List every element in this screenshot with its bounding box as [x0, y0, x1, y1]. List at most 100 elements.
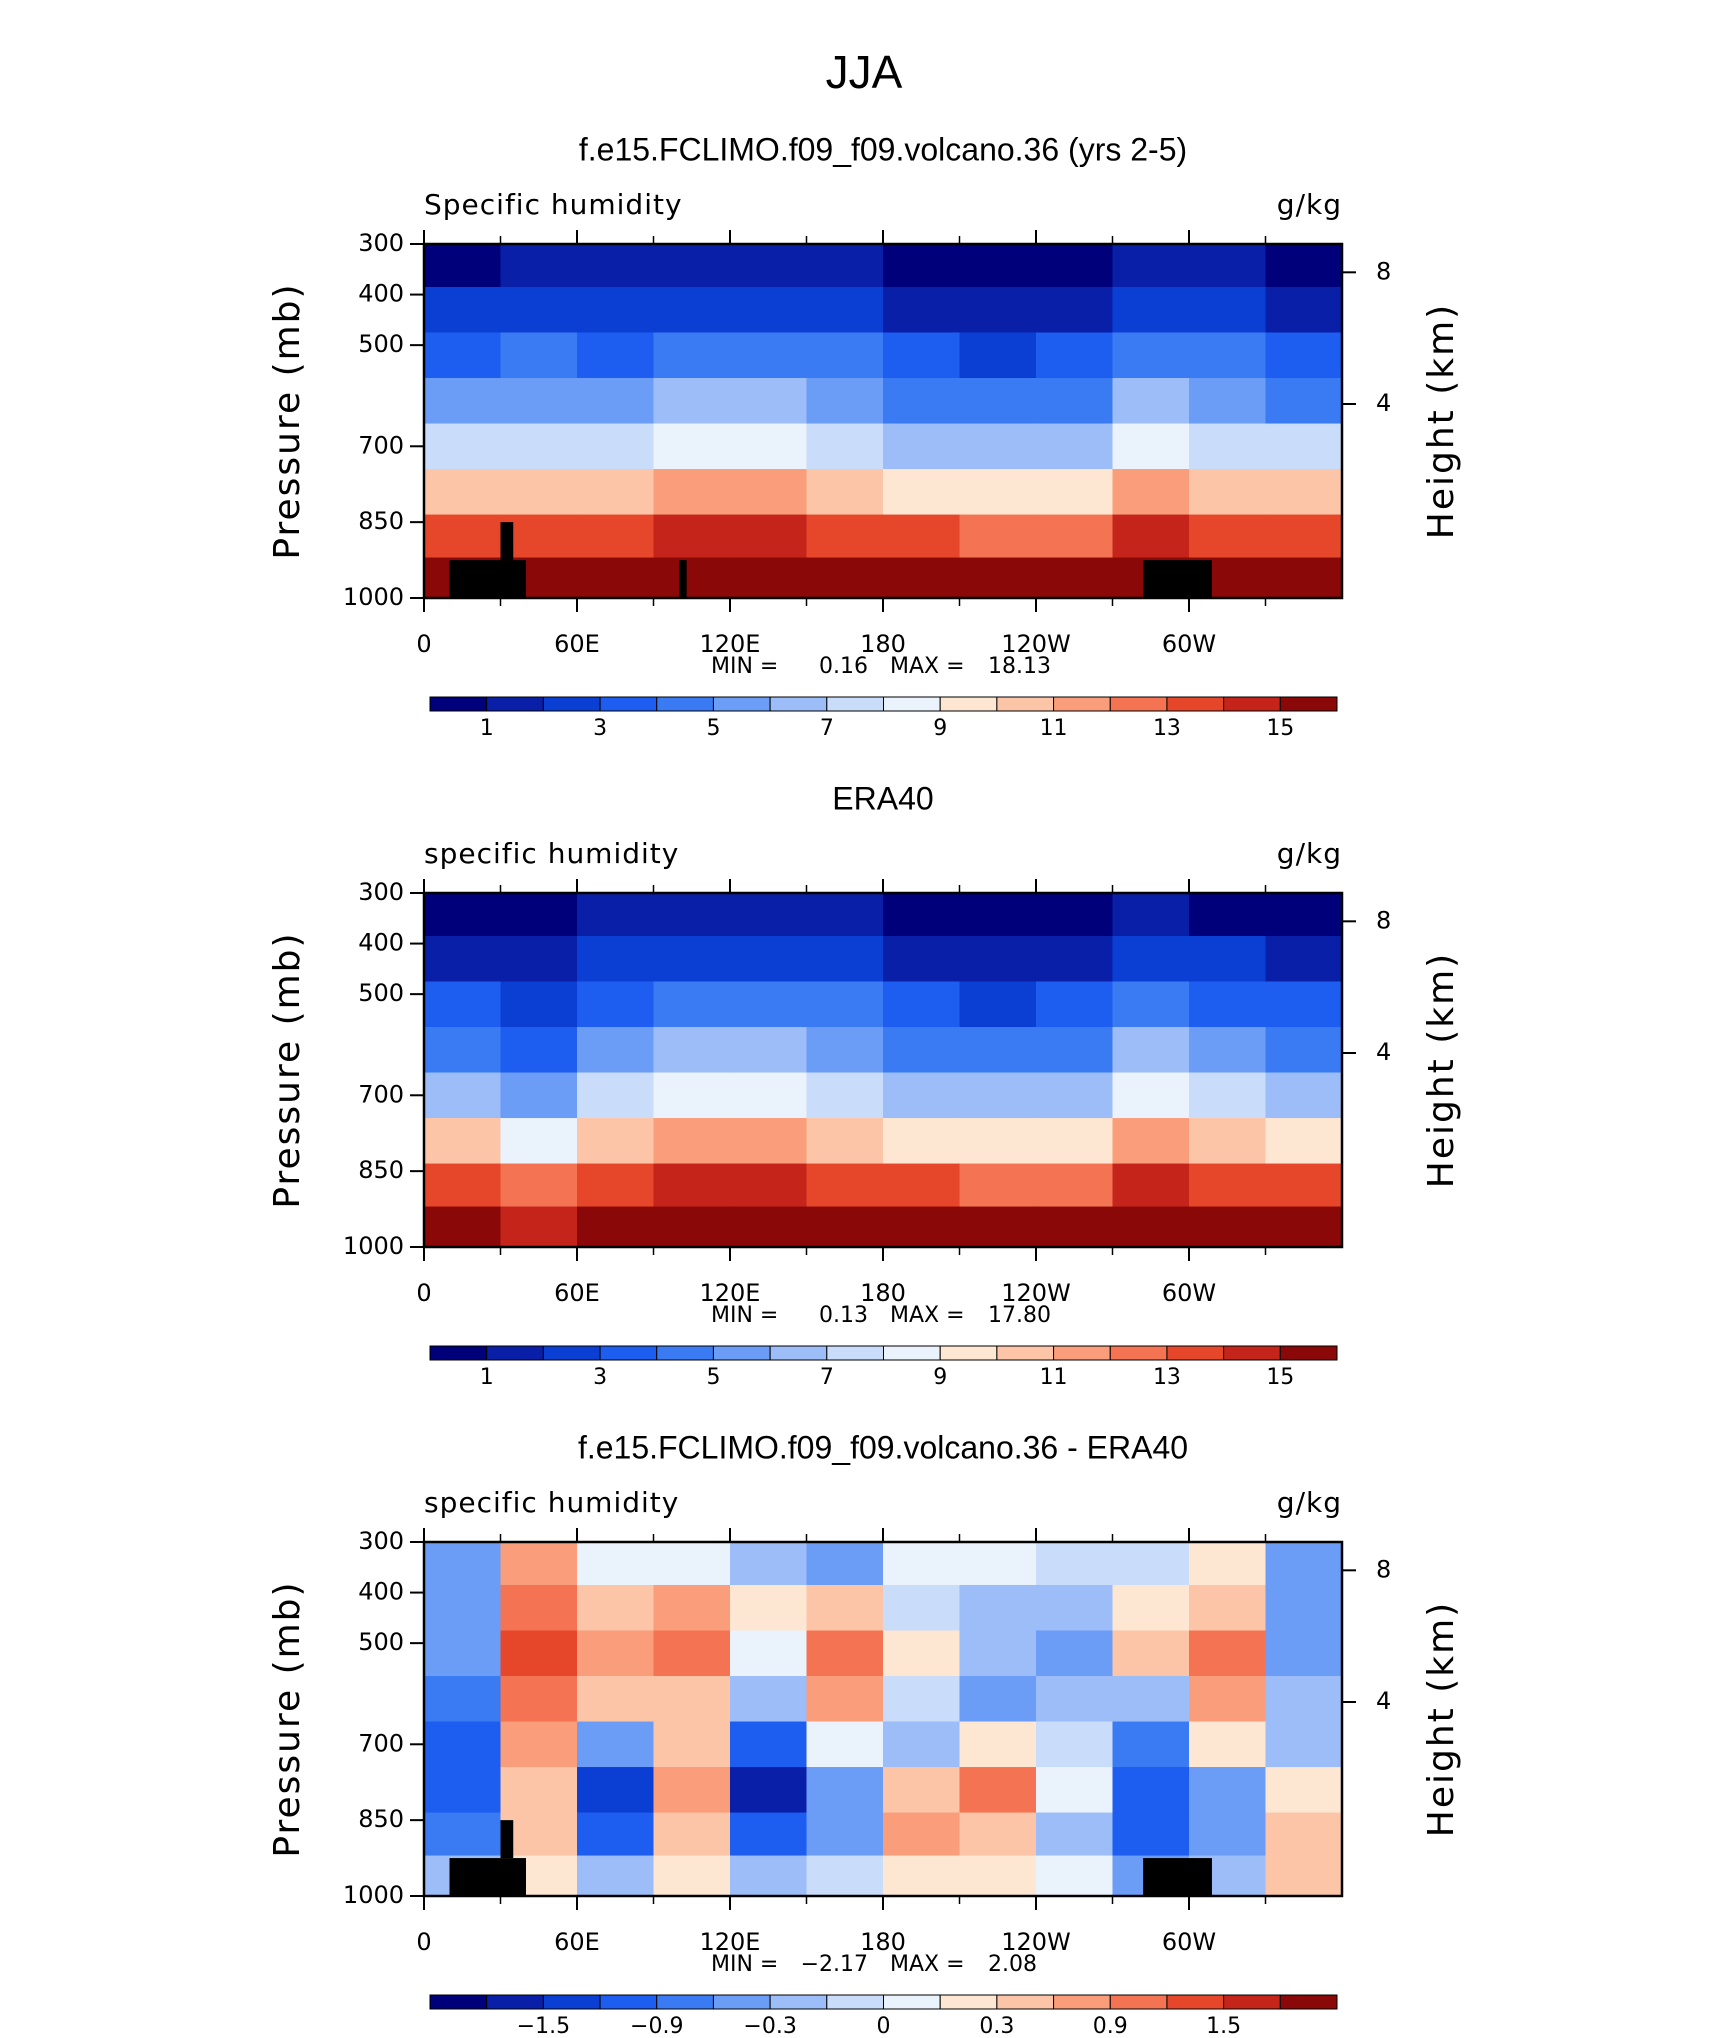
colorbar-tick-label: 11	[1040, 716, 1068, 741]
field-cell	[577, 1206, 655, 1248]
x-tick-label: 180	[860, 1279, 906, 1307]
colorbar-tick-label: 15	[1266, 1365, 1294, 1390]
field-cell	[424, 1630, 502, 1677]
colorbar-box	[712, 1994, 771, 2010]
field-cell	[1189, 1163, 1267, 1208]
field-cell	[500, 1163, 578, 1208]
field-cell	[730, 557, 808, 599]
field-cell	[1036, 378, 1114, 425]
field-cell	[1112, 1630, 1190, 1677]
field-cell	[1036, 1206, 1114, 1248]
field-cell	[1112, 1072, 1190, 1119]
field-cell	[730, 1855, 808, 1897]
field-cell	[806, 332, 884, 379]
panel-title: f.e15.FCLIMO.f09_f09.volcano.36 - ERA40	[578, 1429, 1188, 1465]
colorbar-tick-label: 7	[820, 1365, 834, 1390]
colorbar-tick-label: 5	[706, 716, 720, 741]
field-cell	[806, 1812, 884, 1857]
field-cell	[1112, 893, 1190, 937]
field-cell	[883, 378, 961, 425]
y2-tick-label: 8	[1376, 906, 1391, 934]
figure-title: JJA	[826, 46, 903, 98]
max-label: MAX =	[890, 654, 965, 679]
field-cell	[577, 469, 655, 516]
field-cell	[424, 514, 502, 559]
field-cell	[500, 1676, 578, 1723]
field-cell	[653, 1027, 731, 1074]
field-cell	[500, 1584, 578, 1632]
field-cell	[806, 1584, 884, 1632]
field-cell	[424, 332, 502, 379]
field-cell	[959, 1630, 1037, 1677]
field-cell	[1112, 469, 1190, 516]
field-cell	[1036, 1855, 1114, 1897]
field-cell	[500, 514, 578, 559]
x-tick-label: 120E	[700, 1928, 761, 1956]
y2-axis-title: Height (km)	[1421, 1601, 1462, 1837]
colorbar-tick-label: −1.5	[517, 2014, 570, 2038]
colorbar-box	[1109, 1345, 1168, 1361]
field-cell	[730, 893, 808, 937]
field-cell	[1265, 1767, 1343, 1814]
field-cell	[883, 423, 961, 470]
colorbar-box	[1279, 696, 1338, 712]
y-axis-title: Pressure (mb)	[267, 931, 308, 1208]
field-cell	[730, 1206, 808, 1248]
field-cell	[730, 332, 808, 379]
field-cell	[424, 1812, 502, 1857]
colorbar-box	[542, 1994, 601, 2010]
colorbar-box	[1053, 1345, 1111, 1361]
panel: f.e15.FCLIMO.f09_f09.volcano.36 - ERA40 s…	[267, 1429, 1462, 2038]
field-cell	[959, 1072, 1037, 1119]
field-cell	[500, 1630, 578, 1677]
field-cell	[1265, 332, 1343, 379]
field-cell	[1189, 1027, 1267, 1074]
y2-tick-label: 8	[1376, 257, 1391, 285]
colorbar-box	[883, 1994, 941, 2010]
field-cell	[1112, 1676, 1190, 1723]
field-cell	[1189, 1118, 1267, 1165]
colorbar-box	[826, 1994, 884, 2010]
field-cell	[1265, 1206, 1343, 1248]
field-cell	[424, 1584, 502, 1632]
field-cell	[1265, 244, 1343, 288]
x-tick-label: 0	[416, 1928, 431, 1956]
field-cell	[959, 514, 1037, 559]
y-axis-title: Pressure (mb)	[267, 282, 308, 559]
x-tick-label: 0	[416, 1279, 431, 1307]
field-cell	[1036, 1721, 1114, 1768]
field-cell	[806, 1767, 884, 1814]
field-cell	[653, 514, 731, 559]
field-cell	[424, 469, 502, 516]
colorbar-tick-label: 0	[877, 2014, 891, 2038]
field-cell	[883, 1630, 961, 1677]
y2-tick-label: 8	[1376, 1555, 1391, 1583]
colorbar-box	[486, 696, 544, 712]
max-value: 17.80	[988, 1303, 1051, 1328]
y-tick-label: 850	[358, 1156, 404, 1184]
field-cell	[1036, 1630, 1114, 1677]
x-tick-label: 60W	[1162, 630, 1216, 658]
y2-tick-label: 4	[1376, 1038, 1391, 1066]
field-label: specific humidity	[424, 837, 679, 870]
y-tick-label: 300	[358, 1527, 404, 1555]
field-cell	[806, 557, 884, 599]
field-cell	[959, 469, 1037, 516]
field-cell	[959, 286, 1037, 334]
field-cell	[424, 1027, 502, 1074]
colorbar-box	[542, 696, 601, 712]
colorbar-tick-label: −0.9	[630, 2014, 683, 2038]
field-cell	[653, 332, 731, 379]
field-cell	[1112, 935, 1190, 983]
field-cell	[424, 244, 502, 288]
field-cell	[424, 1542, 502, 1586]
field-cell	[1036, 935, 1114, 983]
field-cell	[959, 1118, 1037, 1165]
topography-mask	[449, 560, 526, 598]
colorbar-box	[542, 1345, 601, 1361]
min-value: 0.16	[819, 654, 868, 679]
field-cell	[730, 286, 808, 334]
x-tick-label: 60E	[554, 1928, 600, 1956]
field-cell	[1112, 286, 1190, 334]
field-cell	[577, 1118, 655, 1165]
